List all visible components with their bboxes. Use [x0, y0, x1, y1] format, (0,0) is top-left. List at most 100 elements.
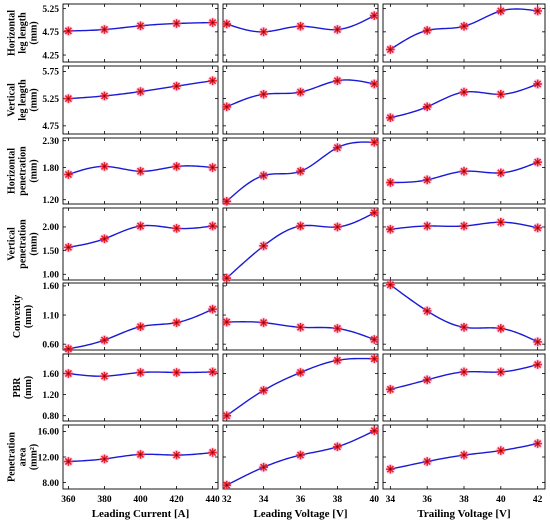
data-point: [495, 366, 507, 378]
x-tick-label: 360: [61, 495, 76, 505]
panel-frame: [222, 282, 379, 351]
panel-r5-c3: [382, 279, 546, 351]
data-point: [532, 336, 543, 348]
panel-r7-c3: [382, 424, 546, 490]
data-point: [369, 137, 380, 148]
panel-r3-c1: [62, 137, 219, 205]
panel-r1-c3: [382, 3, 546, 63]
y-tick-label: 5.25: [42, 95, 59, 105]
data-point: [458, 220, 470, 232]
x-tick-label: 36: [296, 495, 306, 505]
panel-frame: [382, 65, 546, 135]
data-point: [369, 78, 380, 90]
data-point: [332, 142, 343, 153]
y-tick-label: 5.25: [42, 5, 59, 15]
data-point: [207, 17, 218, 28]
data-point: [421, 456, 433, 467]
x-tick-label: 38: [333, 495, 343, 505]
data-point: [332, 221, 343, 233]
panel-frame: [382, 353, 546, 422]
y-tick-label: 1.60: [42, 370, 59, 380]
y-axis-label: Horizontalleg length(mm): [7, 10, 40, 56]
data-point: [99, 161, 110, 172]
data-point: [171, 367, 182, 378]
data-point: [171, 449, 182, 461]
data-point: [135, 321, 146, 332]
data-point: [258, 462, 269, 473]
y-tick-label: 4.75: [42, 28, 59, 38]
y-tick-label: 1.20: [42, 196, 59, 206]
panel-r4-c2: [221, 207, 380, 284]
data-point: [135, 220, 146, 232]
data-point: [385, 224, 396, 235]
panel-frame: [62, 3, 219, 63]
data-point: [221, 101, 232, 113]
x-tick-label: 420: [169, 495, 184, 505]
data-point: [99, 370, 110, 382]
data-point: [221, 18, 232, 30]
panel-frame: [222, 353, 379, 422]
y-tick-label: 12.00: [38, 453, 60, 463]
data-point: [369, 207, 380, 218]
y-axis-label: Penetrationarea(mm²): [7, 432, 40, 482]
data-point: [369, 353, 380, 364]
data-point: [385, 177, 396, 188]
data-point: [258, 170, 269, 181]
y-tick-label: 5.75: [42, 68, 59, 78]
panel-frame: [382, 207, 546, 281]
panel-r6-c3: [382, 353, 546, 422]
y-tick-label: 1.00: [42, 271, 59, 281]
panel-frame: [222, 3, 379, 63]
y-axis-label: Horizontalpenetration(mm): [7, 146, 40, 196]
x-tick-label: 42: [533, 495, 543, 505]
x-tick-label: 40: [370, 495, 380, 505]
data-point: [385, 279, 396, 290]
data-point: [421, 374, 433, 386]
data-point: [332, 355, 343, 366]
data-point: [99, 233, 110, 244]
panel-r7-c2: [221, 424, 380, 491]
data-point: [221, 272, 232, 284]
data-point: [135, 449, 146, 460]
data-point: [332, 24, 343, 35]
y-tick-label: 1.10: [42, 311, 59, 321]
data-point: [258, 89, 269, 100]
x-tick-label: 32: [222, 495, 232, 505]
panel-r3-c2: [221, 137, 380, 207]
x-axis-label: Leading Current [A]: [92, 508, 190, 520]
data-point: [295, 21, 306, 32]
data-point: [63, 25, 74, 37]
data-point: [385, 44, 396, 55]
data-point: [495, 445, 507, 456]
y-axis-label: Convexity(mm): [12, 295, 34, 338]
data-point: [495, 323, 507, 334]
data-point: [63, 368, 74, 379]
panel-r5-c2: [221, 282, 380, 351]
data-point: [135, 367, 146, 378]
x-tick-label: 40: [496, 495, 506, 505]
data-point: [258, 26, 269, 38]
data-point: [421, 220, 433, 232]
y-tick-label: 16.00: [38, 428, 60, 438]
data-point: [532, 156, 543, 168]
panel-frame: [382, 3, 546, 63]
data-point: [171, 80, 182, 92]
data-point: [458, 86, 470, 98]
y-tick-label: 1.20: [42, 391, 59, 401]
y-tick-label: 0.80: [42, 412, 59, 422]
data-point: [332, 75, 343, 86]
y-tick-label: 4.25: [42, 51, 59, 61]
y-tick-label: 1.60: [42, 282, 59, 292]
data-point: [421, 101, 433, 113]
x-tick-label: 380: [97, 495, 112, 505]
data-point: [99, 453, 110, 465]
data-point: [258, 385, 269, 396]
panel-frame: [382, 282, 546, 351]
y-axis-label: PBR(mm): [12, 376, 34, 399]
data-point: [295, 86, 306, 98]
data-point: [99, 24, 110, 35]
data-point: [295, 220, 306, 232]
y-tick-label: 4.75: [42, 122, 59, 132]
data-point: [369, 334, 380, 345]
data-point: [221, 316, 232, 328]
